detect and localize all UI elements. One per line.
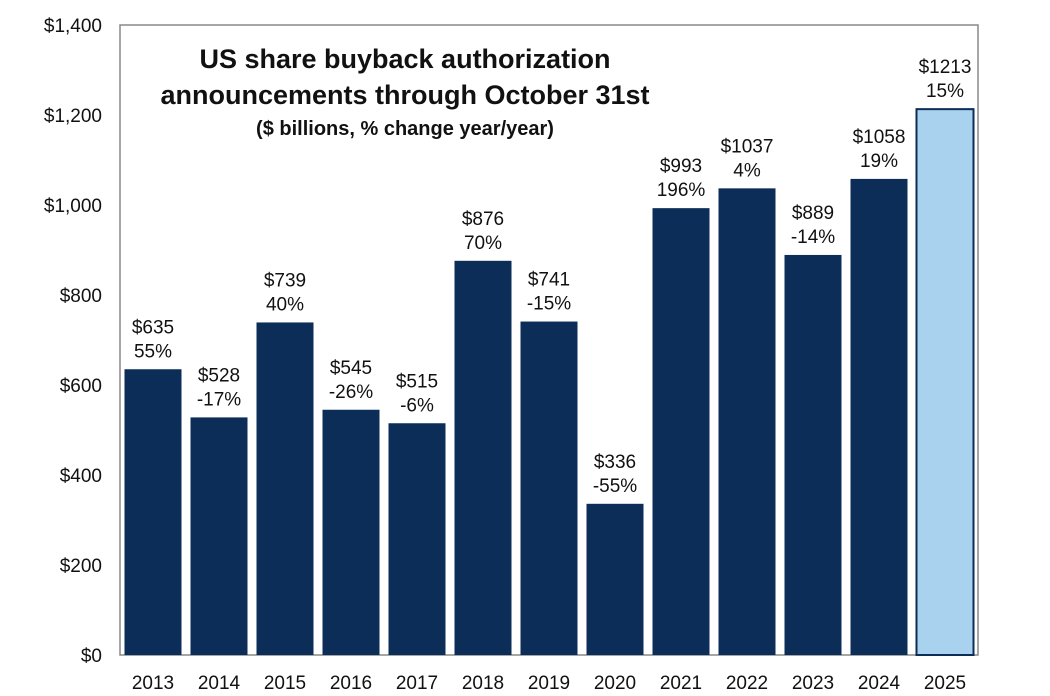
value-label: $528	[198, 365, 240, 386]
data-labels: $635 55% $528 -17% $739 40% $545 -26% $515 -6% $87…	[132, 57, 972, 497]
value-label: $993	[660, 156, 702, 177]
bar-2020	[586, 503, 644, 655]
x-tick-label: 2024	[858, 673, 901, 694]
bar-2022	[718, 188, 776, 655]
value-label: $739	[264, 270, 306, 291]
bar-2024	[850, 178, 908, 655]
pct-change-label: 196%	[657, 180, 706, 201]
y-tick-label: $1,000	[44, 196, 102, 217]
title-line-2: announcements through October 31st	[160, 80, 649, 110]
bar-2015	[256, 322, 314, 655]
y-tick-label: $1,200	[44, 106, 102, 127]
bar-2025	[915, 108, 975, 656]
pct-change-label: -55%	[593, 476, 637, 497]
pct-change-label: 40%	[266, 294, 304, 315]
pct-change-label: 70%	[464, 233, 502, 254]
x-tick-label: 2025	[924, 673, 966, 694]
bar-2016	[322, 409, 380, 655]
x-tick-label: 2018	[462, 673, 504, 694]
x-tick-label: 2014	[198, 673, 241, 694]
y-tick-label: $400	[60, 466, 102, 487]
x-tick-label: 2019	[528, 673, 570, 694]
x-axis: 2013 2014 2015 2016 2017 2018 2019 2020 2021 2022…	[132, 673, 966, 694]
x-tick-label: 2020	[594, 673, 636, 694]
x-tick-label: 2021	[660, 673, 702, 694]
value-label: $1058	[853, 127, 906, 148]
value-label: $741	[528, 270, 570, 291]
value-label: $635	[132, 317, 174, 338]
value-label: $515	[396, 371, 438, 392]
chart-subtitle: ($ billions, % change year/year)	[256, 118, 554, 140]
y-tick-label: $0	[81, 646, 102, 667]
y-tick-label: $1,400	[44, 16, 102, 37]
bar-2018	[454, 260, 512, 655]
bar-2017	[388, 423, 446, 655]
pct-change-label: 4%	[733, 160, 761, 181]
bars	[124, 108, 975, 656]
x-tick-label: 2016	[330, 673, 372, 694]
pct-change-label: -26%	[329, 382, 373, 403]
pct-change-label: 15%	[926, 81, 964, 102]
pct-change-label: -15%	[527, 294, 571, 315]
bar-2014	[190, 417, 248, 655]
bar-2021	[652, 208, 710, 655]
value-label: $1037	[721, 136, 774, 157]
y-axis: $0 $200 $400 $600 $800 $1,000 $1,200 $1,400	[44, 16, 102, 667]
value-label: $545	[330, 358, 372, 379]
x-tick-label: 2022	[726, 673, 768, 694]
pct-change-label: -17%	[197, 389, 241, 410]
x-tick-label: 2017	[396, 673, 438, 694]
pct-change-label: -6%	[400, 395, 434, 416]
y-tick-label: $200	[60, 556, 102, 577]
pct-change-label: 55%	[134, 341, 172, 362]
bar-2023	[784, 254, 842, 655]
x-tick-label: 2013	[132, 673, 174, 694]
bar-2019	[520, 321, 578, 655]
title-line-1: US share buyback authorization	[199, 44, 610, 74]
pct-change-label: -14%	[791, 227, 835, 248]
value-label: $336	[594, 452, 636, 473]
y-tick-label: $600	[60, 376, 102, 397]
y-tick-label: $800	[60, 286, 102, 307]
x-tick-label: 2015	[264, 673, 306, 694]
x-tick-label: 2023	[792, 673, 834, 694]
value-label: $889	[792, 203, 834, 224]
bar-2013	[124, 369, 182, 655]
chart-title: US share buyback authorization announcem…	[160, 44, 649, 140]
value-label: $876	[462, 209, 504, 230]
pct-change-label: 19%	[860, 151, 898, 172]
value-label: $1213	[919, 57, 972, 78]
